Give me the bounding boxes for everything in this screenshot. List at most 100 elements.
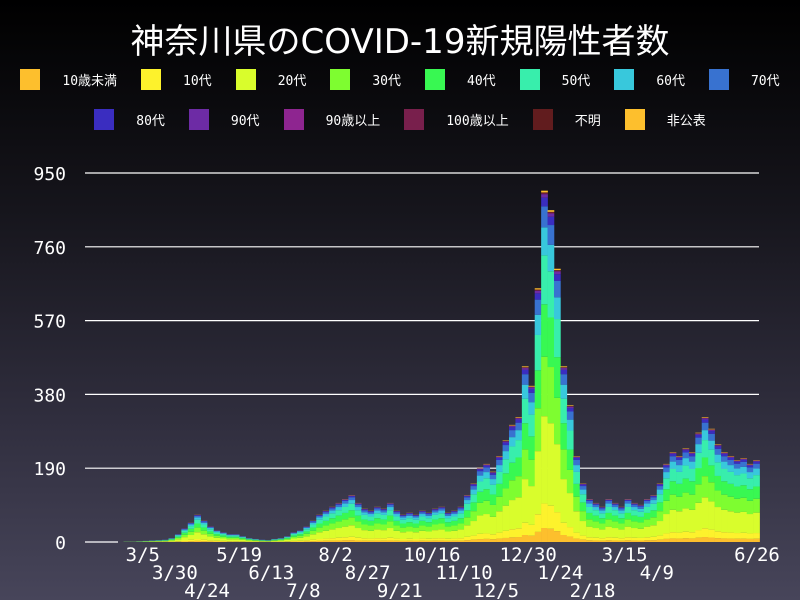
bar-segment — [676, 459, 683, 466]
bar-segment — [714, 507, 722, 532]
bar-segment — [560, 479, 568, 523]
bar-segment — [419, 511, 426, 513]
bar-segment — [380, 509, 388, 511]
bar-segment — [464, 500, 471, 504]
bar-segment — [509, 437, 516, 447]
bar-segment — [425, 515, 433, 519]
bar-segment — [521, 374, 529, 385]
bar-segment — [701, 419, 709, 423]
bar-segment — [605, 526, 613, 538]
bar-segment — [393, 538, 401, 541]
bar-segment — [470, 494, 478, 503]
bar-segment — [329, 523, 336, 530]
bar-segment — [650, 517, 658, 526]
bar-segment — [335, 503, 343, 505]
bar-segment — [406, 531, 413, 539]
bar-segment — [412, 527, 420, 533]
bar-segment — [579, 484, 587, 487]
bar-segment — [380, 540, 388, 542]
bar-segment — [361, 514, 368, 520]
bar-segment — [207, 533, 214, 537]
bar-segment — [348, 496, 356, 498]
bar-segment — [753, 475, 760, 487]
bar-segment — [553, 268, 561, 271]
bar-segment — [528, 436, 536, 460]
bar-segment — [547, 271, 555, 318]
bar-segment — [431, 510, 439, 513]
bar-segment — [502, 488, 510, 506]
bar-segment — [431, 530, 439, 539]
bar-segment — [386, 507, 394, 511]
bar-segment — [592, 503, 600, 505]
bar-segment — [438, 510, 446, 514]
bar-segment — [303, 533, 311, 537]
bar-segment — [226, 535, 234, 536]
bar-segment — [650, 503, 658, 511]
bar-segment — [528, 459, 536, 487]
bar-segment — [496, 459, 503, 466]
bar-segment — [733, 533, 741, 539]
bar-segment — [727, 457, 735, 460]
bar-segment — [380, 519, 388, 525]
bar-segment — [560, 366, 568, 368]
bar-segment — [637, 516, 645, 523]
bar-segment — [316, 515, 323, 516]
bar-segment — [682, 458, 690, 466]
bar-segment — [708, 433, 715, 441]
bar-segment — [226, 537, 234, 540]
bar-segment — [663, 533, 670, 539]
bar-segment — [451, 525, 458, 531]
bar-segment — [406, 540, 413, 542]
bar-segment — [650, 497, 658, 501]
legend-item: 40代 — [425, 69, 496, 90]
bar-segment — [541, 416, 548, 504]
bar-segment — [361, 524, 368, 531]
bar-segment — [682, 450, 690, 453]
legend-item: 不明 — [532, 109, 601, 130]
bar-segment — [483, 489, 491, 501]
legend-label: 30代 — [372, 74, 401, 89]
bar-segment — [341, 506, 349, 513]
bar-segment — [753, 468, 760, 476]
bar-segment — [284, 539, 291, 542]
bar-segment — [194, 517, 201, 520]
bar-segment — [489, 516, 497, 535]
bar-segment — [618, 510, 625, 514]
bar-segment — [419, 516, 426, 521]
bar-segment — [329, 510, 336, 514]
bar-segment — [721, 456, 728, 462]
bar-segment — [553, 512, 561, 532]
bar-segment — [200, 522, 208, 525]
bar-segment — [598, 529, 606, 539]
bar-segment — [297, 540, 304, 542]
bar-segment — [515, 417, 523, 418]
bar-segment — [412, 515, 420, 516]
bar-segment — [579, 539, 587, 542]
bar-segment — [354, 503, 362, 505]
bar-segment — [714, 446, 722, 449]
bar-segment — [219, 534, 227, 536]
bar-segment — [598, 508, 606, 511]
chart-title: 神奈川県のCOVID-19新規陽性者数 — [130, 22, 670, 62]
legend-swatch — [94, 109, 115, 130]
bar-segment — [309, 527, 317, 531]
bar-segment — [541, 206, 548, 228]
bar-segment — [650, 496, 658, 498]
bar-segment — [277, 539, 285, 540]
legend-label: 10代 — [183, 74, 212, 89]
bar-segment — [643, 503, 651, 507]
bar-segment — [541, 190, 548, 193]
bar-segment — [669, 454, 677, 457]
bar-segment — [470, 489, 478, 495]
bar-segment — [335, 540, 343, 542]
bar-segment — [329, 508, 336, 511]
bar-segment — [663, 489, 670, 501]
bar-segment — [541, 503, 548, 529]
bar-segment — [714, 490, 722, 508]
bar-segment — [553, 531, 561, 542]
bar-segment — [682, 449, 690, 451]
bar-segment — [509, 427, 516, 431]
bar-segment — [476, 481, 484, 492]
bar-segment — [586, 537, 593, 541]
